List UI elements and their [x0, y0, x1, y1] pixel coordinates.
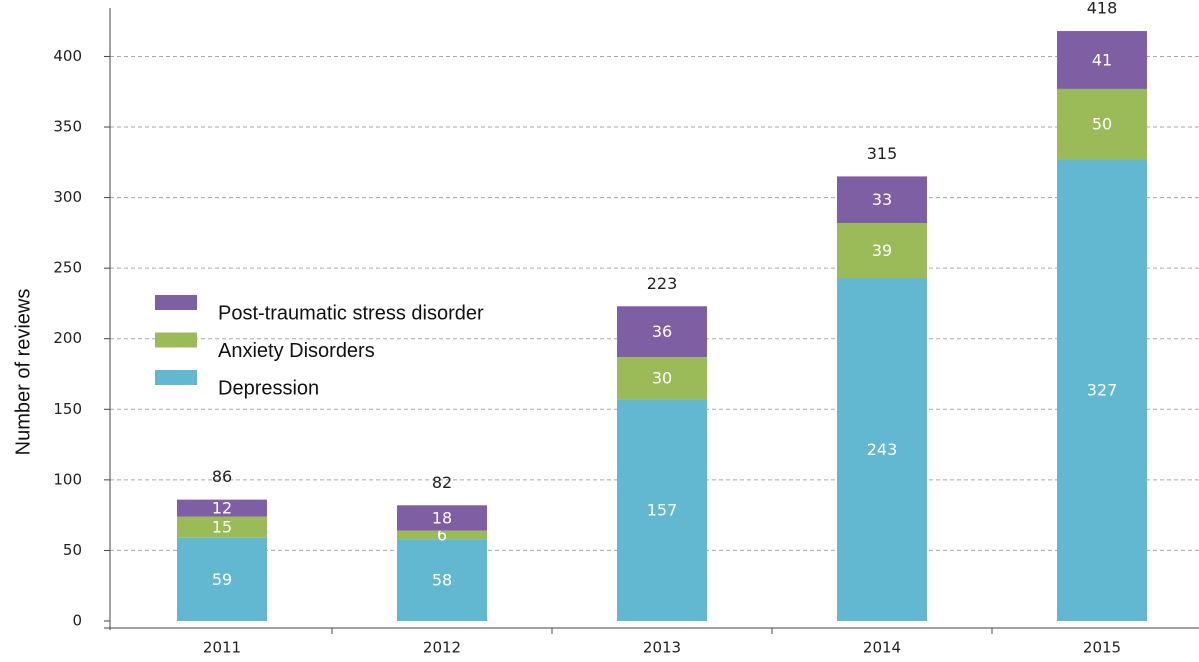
x-tick-label: 2014: [863, 639, 901, 657]
total-label: 418: [1087, 0, 1118, 18]
x-tick-label: 2013: [643, 639, 681, 657]
bar-segment: [1057, 31, 1147, 89]
y-tick-label: 200: [53, 329, 82, 347]
bar-segment: [617, 357, 707, 400]
y-axis-label: Number of reviews: [12, 289, 34, 456]
total-label: 223: [647, 274, 678, 293]
bar-segment: [177, 516, 267, 538]
value-label: 15: [212, 518, 232, 537]
value-label: 41: [1092, 50, 1112, 69]
value-label: 6: [437, 525, 447, 544]
total-label: 82: [432, 473, 452, 492]
value-label: 58: [432, 571, 452, 590]
legend-swatch: [155, 295, 197, 310]
bar-segment: [837, 176, 927, 223]
y-tick-label: 350: [53, 118, 82, 136]
x-tick-label: 2011: [203, 639, 241, 657]
legend-swatch: [155, 332, 197, 348]
bar-segment: [397, 505, 487, 531]
y-tick-label: 50: [63, 541, 82, 559]
y-tick-label: 0: [72, 612, 82, 630]
value-label: 157: [647, 501, 678, 520]
y-tick-label: 250: [53, 259, 82, 277]
bar-segment: [1057, 88, 1147, 160]
total-label: 86: [212, 467, 232, 486]
total-label: 315: [867, 144, 898, 163]
bar-segment: [177, 537, 267, 621]
value-label: 36: [652, 322, 672, 341]
legend-label: Depression: [218, 377, 319, 399]
bar-segment: [837, 278, 927, 621]
y-tick-label: 150: [53, 400, 82, 418]
value-label: 18: [432, 508, 452, 527]
value-label: 327: [1087, 381, 1118, 400]
legend-label: Post-traumatic stress disorder: [218, 302, 484, 324]
value-label: 59: [212, 570, 232, 589]
value-label: 33: [872, 190, 892, 209]
value-label: 12: [212, 499, 232, 518]
y-tick-label: 400: [53, 47, 82, 65]
value-label: 243: [867, 440, 898, 459]
bar-segment: [837, 222, 927, 279]
value-label: 50: [1092, 115, 1112, 134]
bar-segment: [397, 539, 487, 621]
value-label: 39: [872, 241, 892, 260]
value-label: 30: [652, 369, 672, 388]
bar-segment: [617, 399, 707, 621]
bar-segment: [617, 306, 707, 358]
bar-segment: [177, 499, 267, 517]
legend-label: Anxiety Disorders: [218, 340, 375, 362]
bar-segment: [397, 530, 487, 540]
x-tick-label: 2015: [1083, 639, 1121, 657]
legend-swatch: [155, 370, 197, 385]
y-tick-label: 300: [53, 188, 82, 206]
bar-segment: [1057, 159, 1147, 622]
y-tick-label: 100: [53, 470, 82, 488]
x-tick-label: 2012: [423, 639, 461, 657]
